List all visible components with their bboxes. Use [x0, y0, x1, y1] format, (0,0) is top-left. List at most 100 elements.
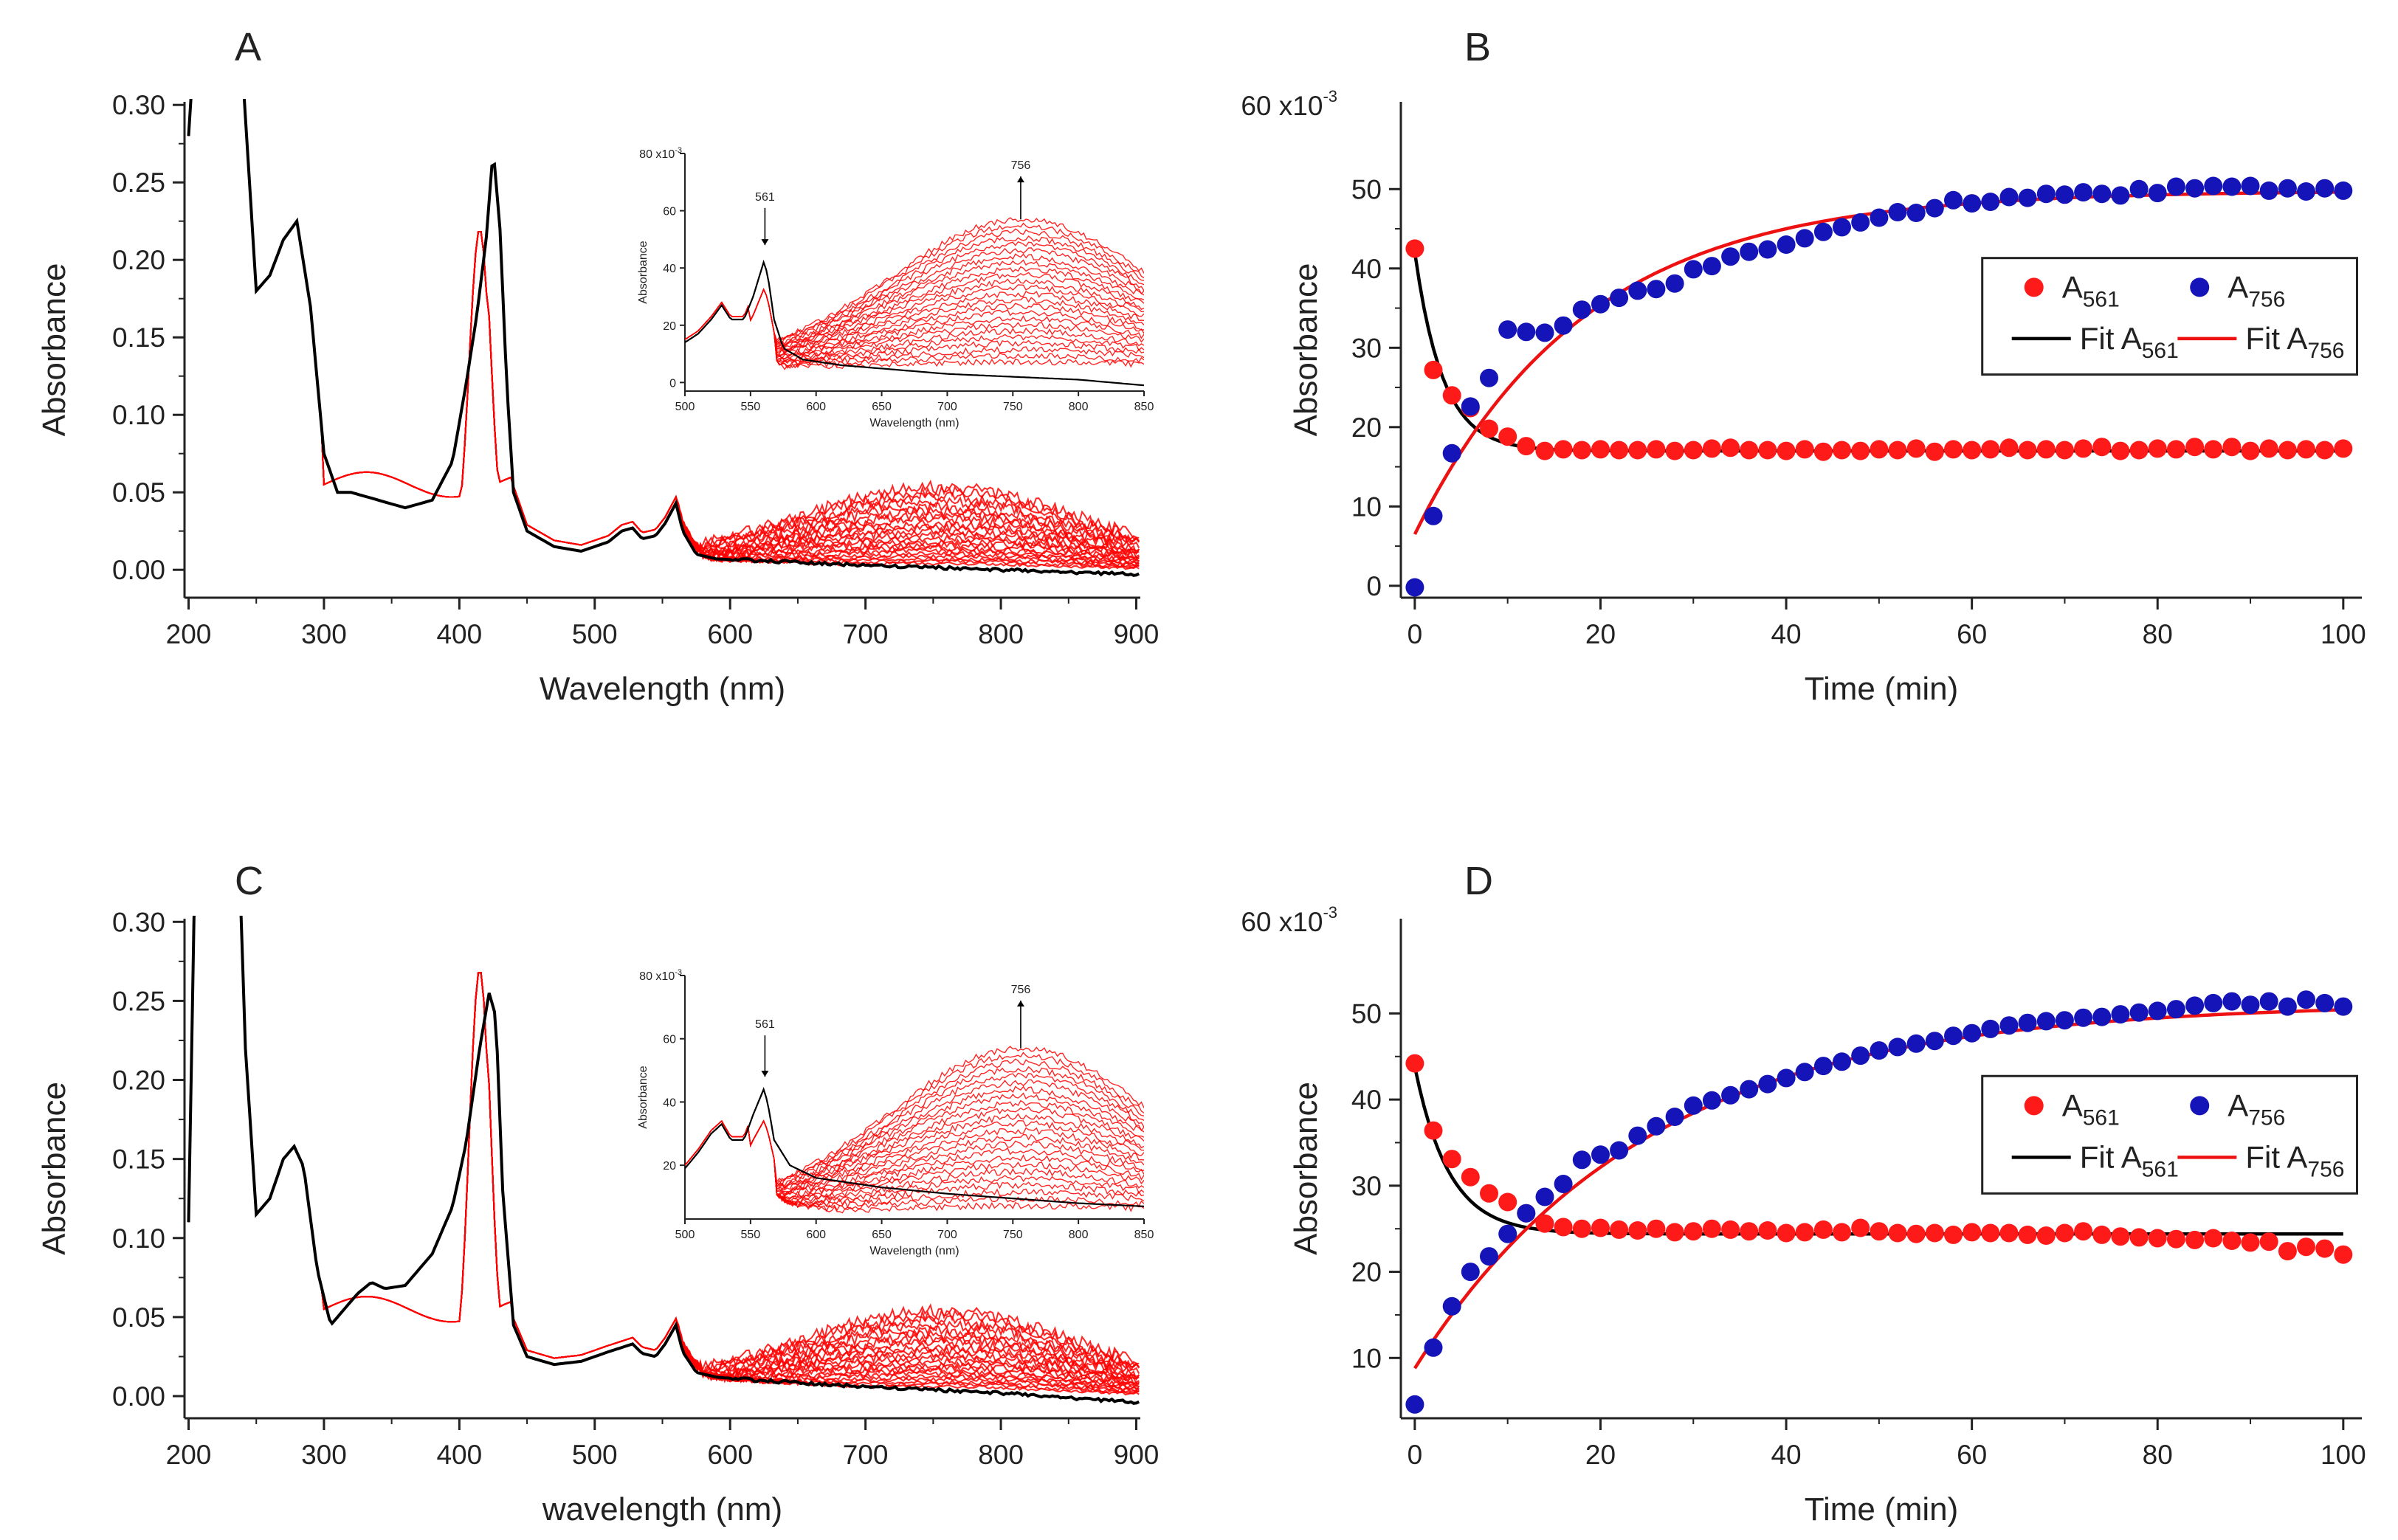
data-point: [1702, 257, 1721, 276]
data-point: [2129, 1003, 2149, 1022]
data-point: [1851, 1046, 1870, 1066]
data-point: [2036, 184, 2056, 204]
data-point: [1684, 1222, 1703, 1241]
data-point: [1665, 441, 1684, 460]
data-point: [2036, 1012, 2056, 1031]
data-point: [2185, 179, 2205, 198]
data-point: [1535, 1214, 1554, 1233]
legend-label: Fit A561: [2080, 321, 2179, 363]
data-point: [1981, 1019, 2000, 1038]
data-point: [2111, 1005, 2130, 1024]
x-tick-label: 60: [1957, 619, 1987, 649]
data-point: [2334, 181, 2353, 200]
data-point: [2222, 992, 2242, 1011]
x-axis-title: Time (min): [1805, 1491, 1959, 1527]
data-point: [2036, 440, 2056, 459]
x-tick-label: 800: [978, 1440, 1024, 1470]
inset-x-tick-label: 700: [937, 401, 957, 413]
data-point: [2148, 184, 2167, 203]
inset-y-tick-label: 20: [663, 320, 676, 333]
x-tick-label: 700: [843, 1440, 889, 1470]
data-point: [1963, 1023, 1982, 1043]
data-point: [2241, 441, 2260, 460]
data-point: [1480, 368, 1498, 387]
data-point: [1795, 229, 1814, 248]
y-tick-label: 0.05: [112, 1302, 165, 1333]
legend: A561 A756 Fit A561 Fit A756: [1981, 257, 2358, 376]
x-tick-label: 500: [572, 1440, 618, 1470]
black-spectrum-line: [187, 916, 1140, 1405]
data-point: [2222, 438, 2242, 457]
data-point: [1647, 280, 1666, 299]
inset-y-tick-label: 40: [663, 263, 676, 275]
inset-x-tick-label: 800: [1069, 401, 1089, 413]
data-point: [1906, 204, 1926, 222]
data-point: [1647, 1219, 1666, 1238]
data-point: [2297, 990, 2315, 1009]
x-tick-label: 400: [436, 1440, 482, 1470]
data-point: [1777, 235, 1796, 254]
data-point: [1684, 1096, 1703, 1115]
data-point: [2185, 996, 2205, 1015]
y-tick-label: 0.15: [112, 322, 165, 353]
arrow-down-icon: [761, 1071, 769, 1077]
spectra-lines: [187, 916, 1140, 1405]
legend-box: [1981, 257, 2358, 376]
y-tick-label: 0.00: [112, 1381, 165, 1412]
data-point: [1758, 1074, 1777, 1094]
data-point: [1424, 1338, 1443, 1357]
data-point: [2092, 184, 2112, 204]
inset-y-tick-label: 40: [663, 1097, 676, 1109]
data-point: [1944, 1026, 1963, 1046]
legend: A561 A756 Fit A561 Fit A756: [1981, 1074, 2358, 1195]
data-point: [1665, 274, 1684, 293]
data-point: [1888, 441, 1907, 460]
data-point: [1833, 441, 1851, 460]
y-tick-label: 0.00: [112, 555, 165, 585]
legend-marker: [2024, 277, 2044, 297]
data-point: [2315, 993, 2335, 1012]
data-point: [2055, 1011, 2074, 1030]
x-tick-label: 900: [1114, 619, 1160, 649]
y-tick-label: 0.30: [112, 90, 165, 120]
legend-label: A756: [2228, 1088, 2285, 1130]
data-point: [2074, 1008, 2093, 1027]
inset-y-title: Absorbance: [637, 241, 650, 303]
data-point: [1405, 239, 1424, 258]
data-point: [1461, 1263, 1480, 1282]
data-point: [2018, 188, 2037, 207]
data-point: [2297, 1237, 2315, 1257]
data-point: [1833, 1052, 1851, 1071]
inset-x-tick-label: 600: [806, 401, 826, 413]
data-point: [1888, 1037, 1907, 1057]
data-point: [2241, 995, 2260, 1015]
data-point: [1813, 1220, 1833, 1239]
panel-letter: A: [235, 25, 261, 69]
data-point: [1591, 440, 1610, 459]
inset-x-tick-label: 550: [741, 1229, 761, 1241]
data-point: [1405, 1395, 1424, 1414]
x-tick-label: 300: [301, 1440, 347, 1470]
y-tick-label: 20: [1351, 1257, 1382, 1288]
data-point: [1628, 1126, 1647, 1145]
data-point: [2204, 440, 2223, 459]
data-point: [1480, 419, 1498, 438]
data-point: [2204, 176, 2223, 196]
data-point: [2148, 1001, 2167, 1021]
legend-marker: [2190, 1096, 2210, 1116]
x-tick-label: 40: [1771, 1440, 1801, 1470]
x-tick-label: 200: [166, 619, 212, 649]
legend-label: Fit A756: [2245, 1139, 2344, 1181]
data-point: [1981, 1223, 2000, 1243]
y-tick-label: 0.10: [112, 400, 165, 430]
inset-chart: 500 550 600 650 700 750 800 850 0 20 40 60 80 x10-3 W…: [637, 146, 1154, 429]
inset-y-title: Absorbance: [637, 1066, 650, 1128]
data-point: [1795, 1063, 1814, 1082]
y-tick-label: 10: [1351, 1343, 1382, 1373]
data-point: [2315, 1239, 2335, 1258]
data-point: [2148, 439, 2167, 458]
inset-x-tick-label: 800: [1069, 1229, 1089, 1241]
x-axis-title: Wavelength (nm): [540, 671, 785, 707]
data-point: [1944, 1225, 1963, 1244]
